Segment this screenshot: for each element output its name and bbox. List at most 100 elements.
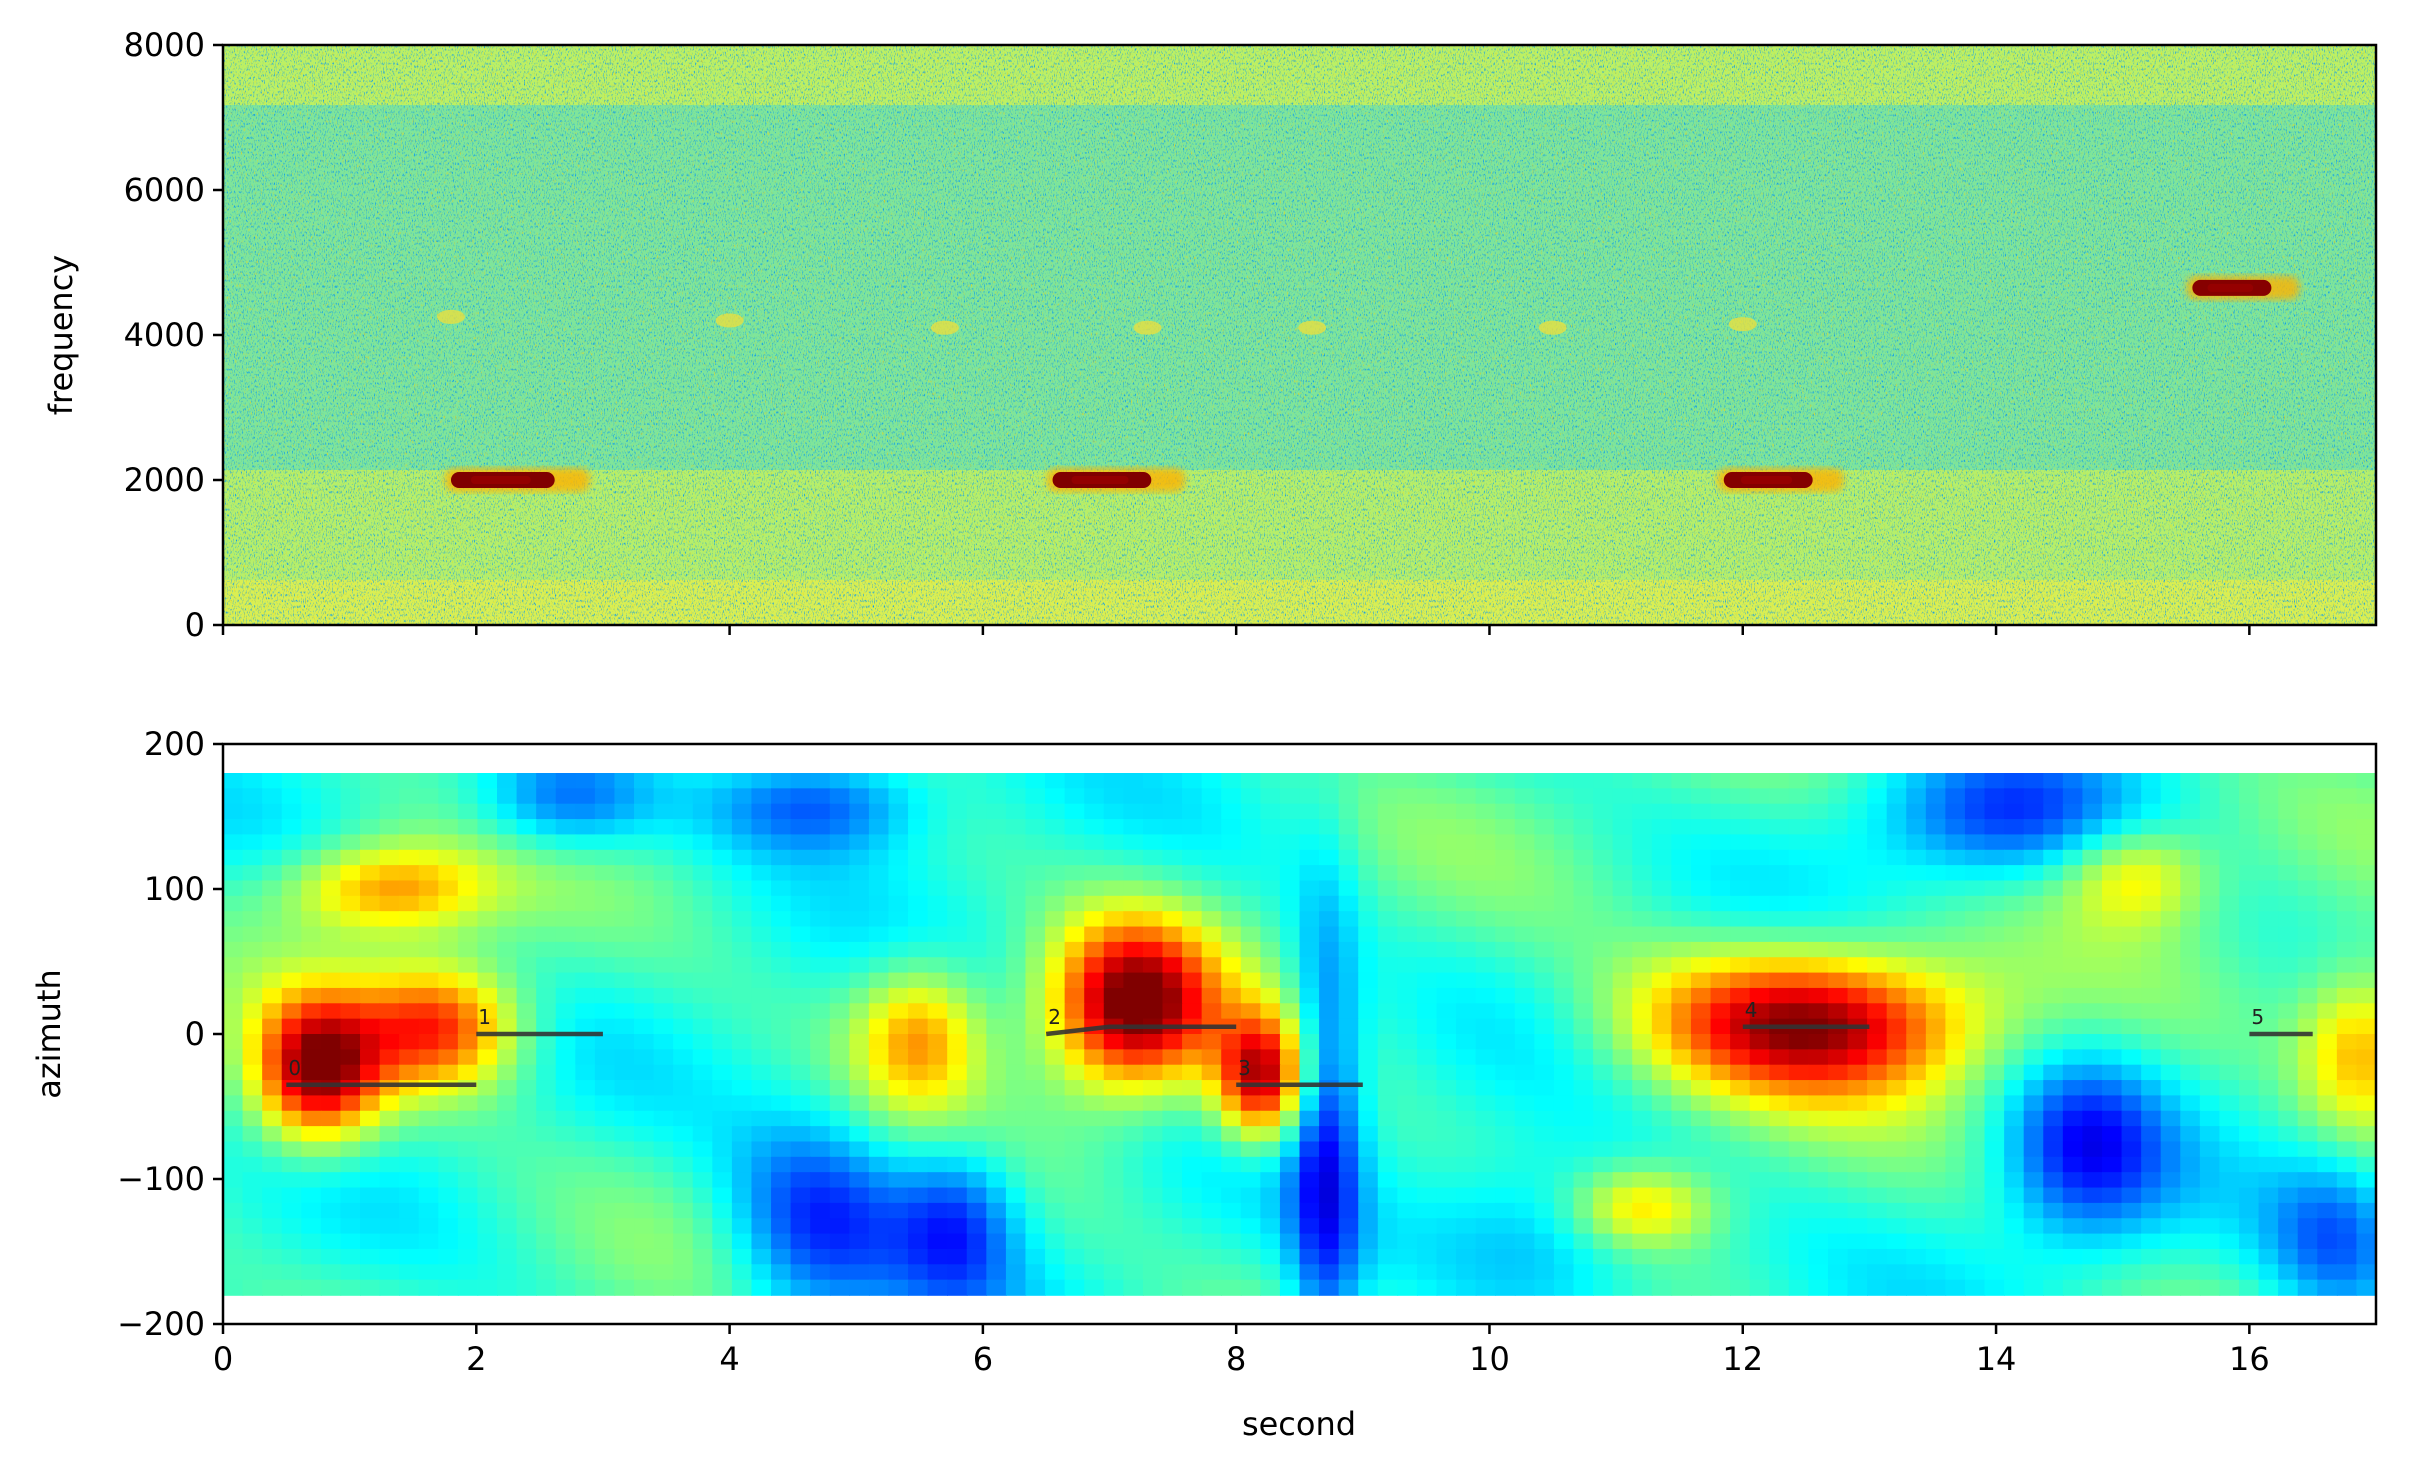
azimuth-heat-cell xyxy=(555,803,577,820)
azimuth-heat-cell xyxy=(1358,1018,1379,1035)
azimuth-heat-cell xyxy=(379,865,400,882)
azimuth-heat-cell xyxy=(868,834,890,851)
azimuth-heat-cell xyxy=(2258,1080,2279,1097)
azimuth-heat-cell xyxy=(1925,1248,1947,1266)
azimuth-heat-cell xyxy=(1612,1248,1634,1266)
azimuth-heat-cell xyxy=(829,1018,851,1035)
azimuth-heat-cell xyxy=(2023,1126,2045,1143)
azimuth-heat-cell xyxy=(1025,957,1046,974)
azimuth-heat-cell xyxy=(673,788,694,805)
azimuth-heat-cell xyxy=(340,803,361,820)
azimuth-heat-cell xyxy=(1338,1126,1360,1143)
azimuth-heat-cell xyxy=(497,1095,518,1112)
azimuth-heat-cell xyxy=(1005,1248,1027,1266)
azimuth-heat-cell xyxy=(1338,803,1360,820)
azimuth-heat-cell xyxy=(1906,834,1927,851)
azimuth-heat-cell xyxy=(1808,1156,1829,1173)
azimuth-heat-cell xyxy=(242,788,263,805)
azimuth-heat-cell xyxy=(810,1064,831,1081)
azimuth-heat-cell xyxy=(1103,1187,1125,1204)
azimuth-heat-cell xyxy=(1964,1264,1986,1281)
azimuth-heat-cell xyxy=(320,926,342,943)
azimuth-heat-cell xyxy=(457,819,479,836)
azimuth-heat-cell xyxy=(1945,865,1966,882)
azimuth-heat-cell xyxy=(1436,1064,1457,1081)
azimuth-heat-cell xyxy=(2356,1034,2376,1051)
azimuth-heat-cell xyxy=(2297,1264,2319,1281)
azimuth-heat-cell xyxy=(457,926,479,943)
azimuth-heat-cell xyxy=(1945,1187,1966,1204)
azimuth-heat-cell xyxy=(1593,849,1614,866)
azimuth-heat-cell xyxy=(1103,849,1125,866)
azimuth-heat-cell xyxy=(379,1095,400,1112)
azimuth-heat-cell xyxy=(2180,1034,2201,1051)
azimuth-heat-cell xyxy=(1377,880,1399,897)
azimuth-heat-cell xyxy=(1788,1218,1810,1235)
azimuth-heat-cell xyxy=(2258,880,2279,897)
azimuth-heat-cell xyxy=(1984,926,2005,943)
azimuth-heat-cell xyxy=(1475,1034,1497,1051)
azimuth-heat-cell xyxy=(2336,987,2358,1005)
azimuth-heat-cell xyxy=(1436,1095,1457,1112)
azimuth-heat-cell xyxy=(1867,1187,1888,1204)
azimuth-heat-cell xyxy=(1612,1141,1634,1158)
azimuth-heat-cell xyxy=(2278,926,2299,943)
azimuth-heat-cell xyxy=(1397,987,1418,1005)
azimuth-heat-cell xyxy=(1964,849,1986,866)
azimuth-heat-cell xyxy=(731,1003,753,1020)
azimuth-heat-cell xyxy=(1612,957,1634,974)
azimuth-heat-cell xyxy=(947,1218,968,1235)
azimuth-heat-cell xyxy=(2356,819,2376,836)
azimuth-heat-cell xyxy=(1436,1187,1457,1204)
azimuth-heat-cell xyxy=(849,1080,870,1097)
azimuth-heat-cell xyxy=(1338,1141,1360,1158)
azimuth-heat-cell xyxy=(1827,1172,1849,1189)
azimuth-heat-cell xyxy=(1123,1049,1144,1066)
azimuth-heat-cell xyxy=(1103,1233,1125,1250)
azimuth-heat-cell xyxy=(751,788,772,805)
azimuth-heat-cell xyxy=(2238,1264,2260,1281)
azimuth-heat-cell xyxy=(1534,1156,1555,1173)
azimuth-heat-cell xyxy=(1827,926,1849,943)
azimuth-heat-cell xyxy=(223,1279,244,1296)
azimuth-heat-cell xyxy=(320,1110,342,1127)
azimuth-heat-cell xyxy=(888,1172,909,1189)
azimuth-heat-cell xyxy=(1416,1264,1438,1281)
azimuth-heat-cell xyxy=(477,1080,498,1097)
azimuth-heat-cell xyxy=(281,1126,303,1143)
azimuth-heat-cell xyxy=(673,1233,694,1250)
azimuth-heat-cell xyxy=(1416,911,1438,928)
azimuth-heat-cell xyxy=(1749,773,1771,790)
azimuth-heat-cell xyxy=(2180,1218,2201,1235)
azimuth-heat-cell xyxy=(1436,1034,1457,1051)
azimuth-heat-cell xyxy=(2141,803,2162,820)
azimuth-heat-cell xyxy=(2160,1172,2182,1189)
azimuth-heat-cell xyxy=(360,1003,381,1020)
azimuth-heat-cell xyxy=(320,972,342,989)
azimuth-heat-cell xyxy=(1201,1095,1223,1112)
azimuth-heat-cell xyxy=(2278,1172,2299,1189)
azimuth-heat-cell xyxy=(1162,1172,1183,1189)
azimuth-heat-cell xyxy=(1808,1126,1829,1143)
azimuth-heat-cell xyxy=(1514,1110,1536,1127)
azimuth-heat-cell xyxy=(790,1248,811,1266)
azimuth-heat-cell xyxy=(1358,911,1379,928)
azimuth-heat-cell xyxy=(868,957,890,974)
azimuth-heat-cell xyxy=(477,1049,498,1066)
azimuth-heat-cell xyxy=(2278,1080,2299,1097)
azimuth-heat-cell xyxy=(653,1187,674,1204)
azimuth-heat-cell xyxy=(1867,788,1888,805)
azimuth-heat-cell xyxy=(1690,849,1712,866)
azimuth-heat-cell xyxy=(1964,926,1986,943)
azimuth-heat-cell xyxy=(692,773,714,790)
azimuth-heat-cell xyxy=(888,1110,909,1127)
azimuth-heat-cell xyxy=(360,880,381,897)
azimuth-heat-cell xyxy=(1847,834,1868,851)
azimuth-heat-cell xyxy=(2101,957,2123,974)
azimuth-heat-cell xyxy=(1456,911,1477,928)
azimuth-heat-cell xyxy=(2121,1126,2142,1143)
azimuth-heat-cell xyxy=(1710,957,1731,974)
azimuth-heat-cell xyxy=(1416,865,1438,882)
azimuth-heat-cell xyxy=(1690,957,1712,974)
azimuth-heat-cell xyxy=(360,788,381,805)
